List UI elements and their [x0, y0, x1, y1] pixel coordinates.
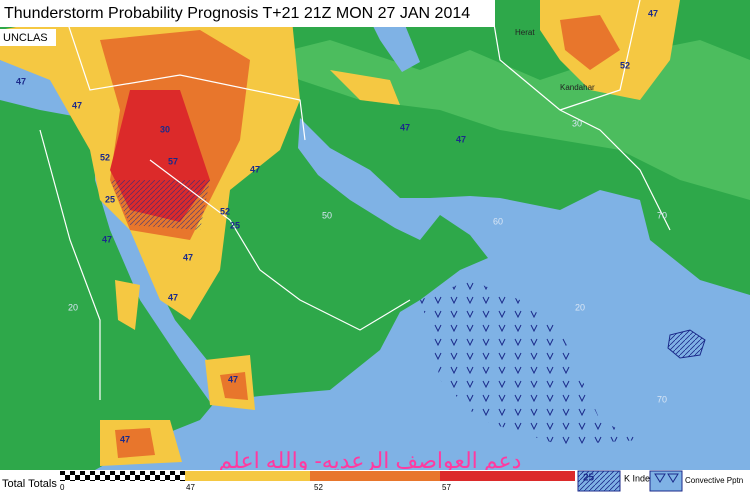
contour-label: 47: [250, 164, 260, 174]
border: [39, 129, 101, 400]
contour-label: 52: [620, 60, 630, 70]
contour-label: 47: [648, 8, 658, 18]
legend-swatch: [60, 471, 185, 481]
contour-label: 57: [168, 156, 178, 166]
threat-mid: [115, 428, 155, 458]
convective-swatch: [649, 470, 683, 492]
k-index-label: K Index: [624, 473, 655, 483]
legend-tick: 47: [186, 483, 195, 492]
threat-low: [330, 70, 400, 105]
contour-label: 47: [228, 374, 238, 384]
title: Thunderstorm Probability Prognosis T+21 …: [4, 5, 470, 22]
grid-label: 30: [572, 118, 582, 128]
border: [59, 0, 306, 141]
grid-label: 20: [575, 302, 585, 312]
legend-tick: 52: [314, 483, 323, 492]
city: Kandahar: [560, 83, 595, 92]
threat-mid: [220, 372, 248, 400]
legend: Total Totals 0 47 52 57 25 K Index Conve…: [0, 470, 750, 493]
threat-mid: [560, 15, 620, 70]
contour-label: 47: [183, 252, 193, 262]
border: [149, 159, 411, 331]
watermark: دعم العواصف الرعديه- والله اعلم: [219, 448, 522, 474]
convective-label: Convective Pptn: [685, 476, 743, 485]
threat-low: [115, 280, 140, 330]
grid-label: 70: [657, 394, 667, 404]
legend-tick: 57: [442, 483, 451, 492]
legend-swatch: [310, 471, 440, 481]
classification: UNCLAS: [3, 32, 48, 44]
border: [489, 0, 671, 231]
legend-title: Total Totals: [2, 478, 57, 490]
grid-label: 20: [68, 302, 78, 312]
contour-label: 47: [72, 100, 82, 110]
k-index-area: [110, 180, 210, 230]
title-box: [0, 0, 495, 27]
legend-tick: 0: [60, 483, 65, 492]
k-index-swatch: [578, 471, 620, 491]
contour-label: 47: [456, 134, 466, 144]
grid-label: 50: [322, 210, 332, 220]
convective-area: [420, 280, 640, 445]
contour-label: 47: [102, 234, 112, 244]
contour-label: 47: [400, 122, 410, 132]
grid-label: 70: [657, 210, 667, 220]
k-index-area: [667, 329, 706, 359]
contour-label: 52: [220, 206, 230, 216]
legend-swatch: [440, 471, 575, 481]
contour-label: 47: [16, 76, 26, 86]
k-index-value: 25: [583, 473, 595, 484]
sea: [95, 118, 750, 470]
contour-label: 52: [100, 152, 110, 162]
grid-label: 60: [493, 216, 503, 226]
legend-swatch: [185, 471, 310, 481]
city: Herat: [515, 28, 535, 37]
border: [559, 0, 641, 111]
contour-label: 47: [168, 292, 178, 302]
classification-box: [0, 29, 56, 46]
contour-label: 47: [120, 434, 130, 444]
convective-symbol: [654, 473, 679, 483]
contour-label: 30: [160, 124, 170, 134]
map: [0, 0, 750, 470]
contour-label: 25: [105, 194, 115, 204]
contour-label: 25: [230, 220, 240, 230]
